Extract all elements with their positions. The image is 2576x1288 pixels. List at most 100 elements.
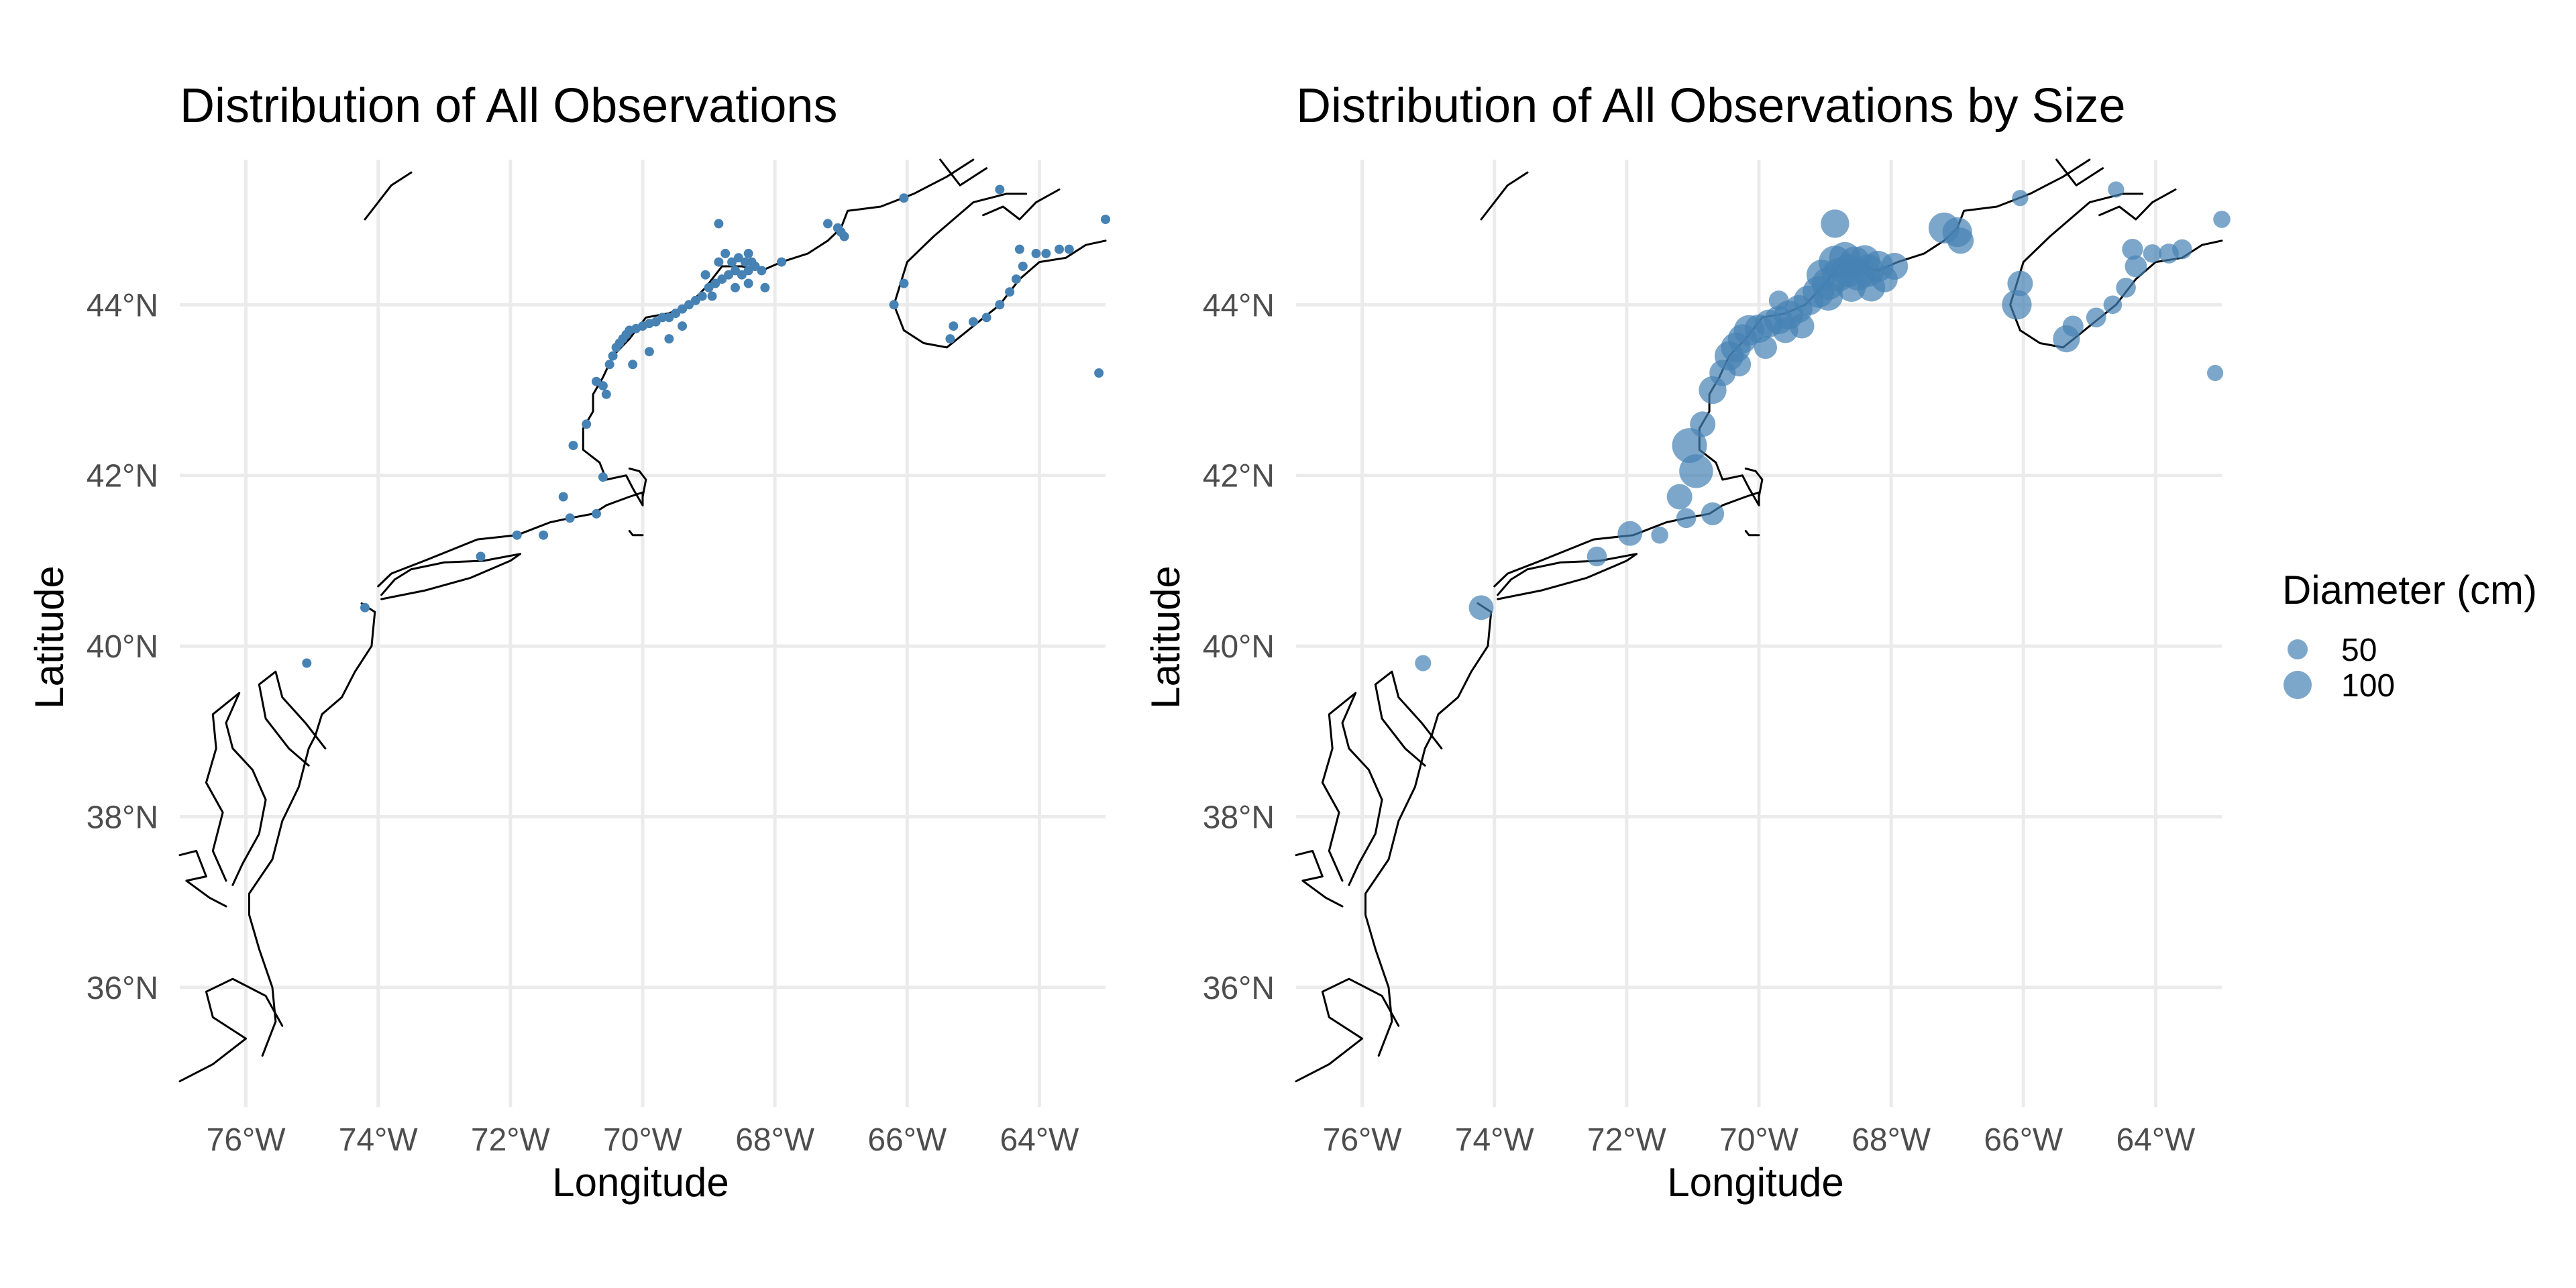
right-observation-point [1617,521,1643,546]
left-observation-point [651,317,661,327]
left-observation-point [1101,215,1110,224]
left-x-tick-label: 66°W [867,1122,947,1158]
left-coastline-segment [178,977,284,1083]
left-x-tick-label: 70°W [603,1122,683,1158]
legend-label-50: 50 [2341,633,2377,668]
left-observation-point [714,257,724,267]
left-observation-point [1018,262,1028,271]
left-observation-point [664,334,674,344]
left-y-tick-label: 42°N [87,459,158,494]
right-observation-point [2108,181,2125,198]
left-observation-point [512,530,522,540]
left-observation-point [740,257,750,267]
right-observation-point [1690,411,1716,437]
legend-key-100 [2284,671,2312,699]
right-coastline-segment [2055,158,2104,186]
right-observation-point [1754,335,1777,359]
legend-title: Diameter (cm) [2282,568,2537,612]
left-observation-point [657,313,667,323]
right-observation-point [1849,245,1880,276]
left-observation-point [568,441,578,451]
right-x-axis-title: Longitude [1667,1160,1844,1205]
right-coastline-segment [1480,171,1529,221]
right-observation-point [2062,315,2084,337]
right-y-tick-label: 44°N [1203,288,1275,323]
left-coastline-segment [628,468,647,498]
left-observation-point [707,291,717,301]
left-observation-point [360,602,370,612]
left-observation-point [644,347,654,357]
left-observation-point [747,257,757,267]
right-observation-point [2213,211,2231,228]
right-observation-point [1676,508,1697,529]
right-observation-point [2207,364,2224,382]
left-observation-point [678,321,688,331]
left-observation-point [981,313,991,323]
left-observation-point [1014,244,1024,254]
right-coastline-segment [1497,553,1638,600]
right-observation-point [1881,252,1909,280]
left-coastline-segment [377,158,975,588]
left-observation-point [949,321,959,331]
size-legend: Diameter (cm) 50 100 [2282,568,2537,704]
left-observation-point [731,282,740,292]
right-observation-point [2007,270,2033,297]
left-coastline-segment [939,158,988,186]
left-observation-point [899,193,909,203]
left-observation-point [539,530,549,540]
left-map-panel: Distribution of All Observations 76°W 74°… [27,79,1110,1205]
left-observation-point [1064,244,1074,254]
right-y-tick-labels: 36°N 38°N 40°N 42°N 44°N [1203,288,1275,1006]
right-observation-point [1813,281,1843,311]
right-x-tick-labels: 76°W 74°W 72°W 70°W 68°W 66°W 64°W [1323,1122,2196,1158]
left-observation-point [608,351,618,361]
right-coastline-segment [1321,692,1383,886]
left-observation-point [839,231,849,241]
right-observation-point [2116,278,2136,298]
right-observation-point [2086,307,2106,328]
right-observation-point [2125,255,2147,278]
left-observation-point [558,492,568,502]
left-observation-point [995,184,1005,195]
right-observation-point [2172,239,2192,260]
right-coastline-segment [1744,468,1764,498]
left-observation-point [899,278,909,288]
left-observation-point [968,317,978,327]
left-observation-point [582,419,592,429]
left-x-tick-label: 72°W [471,1122,551,1158]
right-observation-point [1468,595,1494,621]
left-x-tick-label: 68°W [735,1122,815,1158]
left-points [302,184,1110,668]
left-coastline [178,158,1107,1083]
left-y-tick-label: 36°N [87,971,158,1006]
right-observation-point [1789,313,1815,339]
left-x-tick-label: 74°W [339,1122,419,1158]
left-observation-point [945,334,955,344]
right-observation-point [1821,209,1849,238]
right-y-tick-label: 38°N [1203,800,1275,835]
left-observation-point [628,360,638,370]
left-x-tick-label: 64°W [1000,1122,1079,1158]
left-coastline-segment [205,692,267,886]
left-chart-title: Distribution of All Observations [180,79,837,133]
left-y-tick-label: 40°N [87,629,158,665]
left-observation-point [1011,274,1021,284]
right-observation-point [1672,428,1707,464]
right-coastline-segment [2098,189,2177,221]
left-observation-point [598,472,608,482]
right-observation-point [2103,295,2123,315]
left-observation-point [757,266,767,276]
right-x-tick-label: 76°W [1323,1122,1403,1158]
right-x-tick-label: 70°W [1719,1122,1799,1158]
left-x-tick-labels: 76°W 74°W 72°W 70°W 68°W 66°W 64°W [207,1122,1079,1158]
legend-label-100: 100 [2341,668,2395,704]
right-observation-point [1666,484,1693,510]
left-observation-point [592,508,601,519]
right-coastline-segment [1295,977,1400,1083]
left-y-tick-labels: 36°N 38°N 40°N 42°N 44°N [87,288,158,1006]
right-coastline-segment [1744,529,1760,537]
right-coastline-segment [1364,602,1493,1057]
left-observation-point [1041,248,1051,258]
